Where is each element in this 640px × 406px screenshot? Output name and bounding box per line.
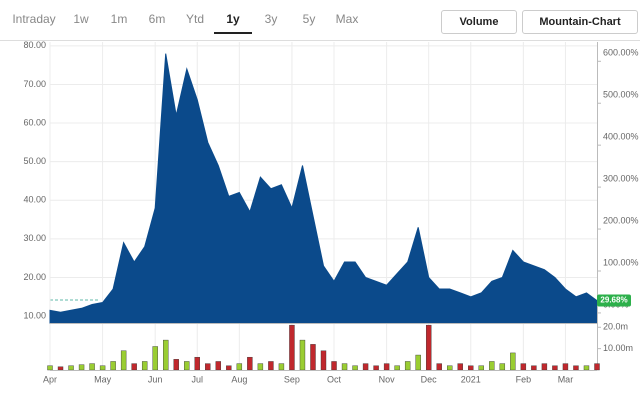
volume-bar: [299, 339, 306, 371]
x-tick-label: May: [94, 374, 112, 384]
volume-bar: [373, 365, 379, 371]
volume-bar: [205, 363, 211, 371]
y-tick-label: 60.00: [23, 117, 46, 127]
x-tick-label: Mar: [558, 374, 574, 384]
volume-bar: [184, 361, 190, 371]
volume-bar: [457, 363, 463, 371]
range-tab[interactable]: 6m: [148, 12, 166, 26]
range-tabs: Intraday 1w 1m 6m Ytd 1y 3y 5y Max: [0, 6, 366, 34]
range-tab[interactable]: Ytd: [185, 12, 204, 26]
volume-bar: [99, 365, 106, 371]
range-tab[interactable]: 3y: [264, 12, 278, 26]
volume-bar: [47, 365, 53, 371]
volume-bar: [436, 363, 442, 371]
volume-bar: [552, 365, 558, 371]
y2-tick-label: 600.00%: [603, 48, 639, 58]
range-tab[interactable]: 1w: [73, 12, 89, 26]
volume-bar: [163, 339, 169, 371]
y-tick-label: 70.00: [23, 79, 46, 89]
y-tick-label: 40.00: [23, 195, 46, 205]
volume-bar: [120, 350, 127, 371]
volume-bar: [110, 361, 116, 371]
volume-tick-label: 10.00m: [603, 343, 633, 353]
volume-bar: [173, 359, 179, 371]
x-tick-label: Feb: [516, 374, 532, 384]
volume-bar: [141, 361, 148, 371]
y-tick-label: 20.00: [23, 272, 46, 282]
volume-bar: [383, 363, 390, 371]
volume-bar: [489, 361, 495, 371]
volume-bar: [404, 361, 411, 371]
chart-type-button[interactable]: Mountain-Chart: [522, 10, 638, 34]
y2-tick-label: 300.00%: [603, 173, 639, 183]
volume-bar: [468, 365, 474, 371]
volume-bar: [152, 346, 158, 371]
volume-bar: [531, 365, 537, 371]
volume-bar: [499, 363, 506, 371]
volume-tick-label: 20.0m: [603, 322, 628, 332]
volume-bar: [268, 361, 274, 371]
range-tab[interactable]: 1m: [110, 12, 128, 26]
range-tab[interactable]: Intraday: [12, 12, 56, 26]
volume-bar: [583, 365, 590, 371]
volume-bar: [78, 364, 85, 371]
price-badge: [597, 294, 631, 307]
volume-bar: [352, 365, 358, 371]
volume-bar: [415, 354, 421, 371]
volume-bar: [394, 365, 400, 371]
volume-bar: [562, 363, 569, 371]
volume-bar: [215, 361, 222, 371]
volume-bar: [257, 363, 264, 371]
volume-bar: [194, 356, 200, 371]
volume-bar: [520, 363, 527, 371]
volume-bar: [278, 363, 285, 371]
range-tab[interactable]: Max: [335, 12, 359, 26]
x-tick-label: Sep: [284, 374, 300, 384]
volume-bar: [236, 363, 243, 371]
volume-bar: [289, 324, 295, 371]
volume-bar: [573, 365, 579, 371]
volume-bar: [425, 324, 432, 371]
volume-bar: [57, 366, 64, 371]
y2-tick-label: 100.00%: [603, 257, 639, 267]
x-tick-label: Aug: [231, 374, 247, 384]
volume-bar: [131, 363, 137, 371]
price-badge-label: 29.68%: [600, 296, 627, 305]
volume-bar: [320, 350, 327, 371]
y-tick-label: 10.00: [23, 310, 46, 320]
x-tick-label: Nov: [379, 374, 396, 384]
y-tick-label: 30.00: [23, 233, 46, 243]
price-area: [49, 53, 598, 324]
range-tab[interactable]: 1y: [214, 6, 252, 34]
x-tick-label: Jul: [192, 374, 204, 384]
y2-tick-label: 500.00%: [603, 90, 639, 100]
x-tick-label: 2021: [461, 374, 481, 384]
volume-bar: [247, 356, 253, 371]
x-tick-label: Oct: [327, 374, 342, 384]
x-tick-label: Jun: [148, 374, 163, 384]
volume-bar: [447, 365, 453, 371]
volume-bar: [478, 365, 484, 371]
volume-bar: [594, 363, 600, 371]
volume-bar: [226, 365, 232, 371]
volume-bar: [510, 352, 516, 371]
volume-bar: [89, 363, 95, 371]
y-tick-label: 80.00: [23, 40, 46, 50]
volume-bar: [310, 344, 316, 371]
y2-tick-label: 400.00%: [603, 132, 639, 142]
y-tick-label: 50.00: [23, 156, 46, 166]
volume-button[interactable]: Volume: [441, 10, 517, 34]
y2-tick-label: 200.00%: [603, 215, 639, 225]
volume-bar: [68, 365, 74, 371]
volume-bar: [362, 363, 369, 371]
volume-bar: [331, 361, 337, 371]
volume-bar: [341, 363, 348, 371]
x-tick-label: Apr: [43, 374, 57, 384]
range-tab[interactable]: 5y: [302, 12, 316, 26]
volume-bar: [541, 363, 548, 371]
x-tick-label: Dec: [421, 374, 438, 384]
